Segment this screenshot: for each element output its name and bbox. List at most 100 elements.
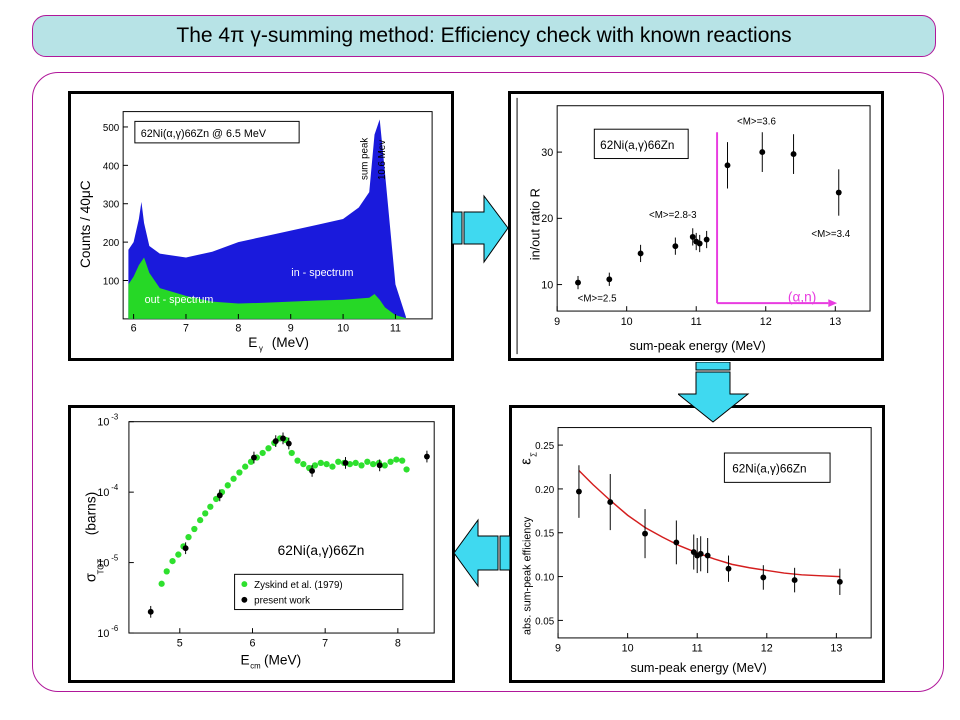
- efficiency-ytick-label: 0.20: [535, 485, 555, 496]
- ratio-point: [790, 151, 797, 158]
- ratio-ytick-label: 30: [541, 147, 553, 159]
- spectrum-chart: 6 7 8 9 10 11 100 200 300 400 500 62Ni(α,γ)66Zn @ …: [78, 111, 433, 353]
- spectrum-ytick-label: 100: [103, 276, 120, 287]
- ratio-point: [606, 276, 613, 283]
- ratio-annotation-m25: <M>=2.5: [578, 293, 617, 304]
- ratio-point: [637, 250, 644, 257]
- content-frame: [32, 72, 944, 692]
- efficiency-point: [607, 499, 614, 506]
- efficiency-ytick-label: 0.05: [535, 616, 555, 627]
- spectrum-ytick-label: 200: [103, 238, 120, 249]
- ratio-chart: 9 10 11 12 13 10 20 30 62Ni(a,γ)66Zn <M>=2.5 <M…: [516, 97, 871, 355]
- efficiency-point: [576, 488, 582, 495]
- cross-section-ylabel-unit: (barns): [84, 492, 99, 535]
- ratio-point: [703, 236, 710, 243]
- ratio-annotation-m28: <M>=2.8-3: [649, 210, 697, 221]
- ratio-point: [696, 240, 703, 247]
- arrow-left-icon: [453, 518, 510, 588]
- zyskind-point: [393, 456, 400, 463]
- alpha-n-threshold-label: (α,n): [788, 289, 816, 304]
- efficiency-ysymbol: ε: [519, 458, 535, 465]
- zyskind-point: [370, 460, 377, 468]
- spectrum-ytick-label: 500: [103, 123, 120, 134]
- zyskind-point: [175, 551, 182, 558]
- cross-section-ytick-exp: -6: [111, 624, 118, 633]
- ratio-legend-box: [593, 128, 689, 160]
- legend-label-present: present work: [254, 596, 310, 607]
- legend-marker-zyskind: [241, 581, 248, 588]
- in-spectrum-label: in - spectrum: [291, 267, 353, 279]
- efficiency-point: [697, 550, 704, 557]
- legend-marker-present: [241, 596, 248, 603]
- zyskind-point: [329, 463, 336, 470]
- spectrum-legend-box: [134, 120, 300, 144]
- spectrum-ytick-label: 400: [103, 161, 120, 172]
- ratio-panel: 9 10 11 12 13 10 20 30 62Ni(a,γ)66Zn <M>=2.5 <M…: [508, 91, 884, 361]
- cross-section-ytick-exp: -4: [111, 483, 119, 492]
- efficiency-chart: 9 10 11 12 13 0.05 0.10 0.15 0.20 0.25 62Ni(a,γ)6…: [519, 427, 872, 675]
- zyskind-point: [207, 503, 214, 510]
- zyskind-point: [247, 458, 255, 465]
- efficiency-legend: 62Ni(a,γ)66Zn: [732, 463, 806, 476]
- present-point: [272, 438, 279, 445]
- efficiency-ytick-label: 0.15: [535, 529, 555, 540]
- efficiency-point: [673, 539, 680, 546]
- zyskind-point: [265, 445, 272, 452]
- ratio-point: [672, 243, 679, 250]
- zyskind-point: [158, 580, 165, 587]
- zyskind-point: [169, 557, 176, 565]
- ratio-xtick-label: 13: [829, 316, 841, 328]
- cross-section-legend-box: [234, 573, 404, 611]
- spectrum-xtick-label: 6: [131, 323, 137, 335]
- efficiency-point: [704, 552, 711, 559]
- arrow-down-icon: [678, 362, 750, 423]
- cross-section-xtick-label: 6: [249, 638, 255, 650]
- cross-section-ytick-exp: -3: [111, 413, 118, 422]
- cross-section-xlabel-sub: cm: [250, 661, 260, 670]
- ratio-plot-frame: [556, 105, 871, 312]
- ratio-xtick-label: 11: [691, 316, 702, 328]
- legend-label-zyskind: Zyskind et al. (1979): [254, 580, 342, 591]
- out-spectrum-label: out - spectrum: [145, 294, 214, 306]
- spectrum-legend: 62Ni(α,γ)66Zn @ 6.5 MeV: [141, 128, 267, 140]
- zyskind-point: [294, 457, 301, 464]
- efficiency-point: [642, 530, 648, 537]
- ratio-xtick-label: 10: [621, 316, 633, 328]
- slide-title: The 4π γ-summing method: Efficiency chec…: [32, 15, 936, 57]
- cross-section-chart: 5 6 7 810-310-410-510-6 62Ni(a,γ)66Zn Zyski…: [84, 413, 435, 670]
- efficiency-point: [725, 565, 732, 572]
- arrow-right-icon: [452, 194, 509, 264]
- spectrum-ytick-label: 300: [103, 200, 120, 211]
- efficiency-xtick-label: 13: [830, 643, 842, 655]
- zyskind-point: [403, 466, 410, 473]
- present-point: [182, 545, 189, 552]
- efficiency-fit-curve: [578, 470, 840, 578]
- zyskind-point: [224, 482, 231, 489]
- efficiency-legend-box: [723, 452, 831, 483]
- present-point: [147, 608, 154, 615]
- sum-peak-energy-label: 10.6 Mev: [377, 140, 388, 180]
- spectrum-xtick-label: 8: [235, 323, 241, 335]
- zyskind-point: [197, 517, 204, 524]
- zyskind-point: [399, 457, 406, 464]
- present-point: [423, 453, 430, 460]
- efficiency-ylabel: abs. sum-peak efficiency: [522, 516, 534, 635]
- spectrum-panel: 6 7 8 9 10 11 100 200 300 400 500 62Ni(α,γ)66Zn @ …: [68, 91, 454, 361]
- ratio-point: [759, 149, 766, 156]
- spectrum-xlabel-unit: (MeV): [272, 335, 309, 350]
- zyskind-point: [352, 459, 359, 467]
- efficiency-point: [760, 574, 767, 581]
- cross-section-xtick-label: 5: [177, 638, 183, 650]
- ratio-xtick-label: 9: [554, 316, 560, 328]
- efficiency-xtick-label: 11: [692, 643, 703, 655]
- cross-section-xtick-label: 7: [322, 638, 328, 650]
- cross-section-plot-frame: [128, 421, 435, 634]
- zyskind-point: [230, 475, 237, 482]
- zyskind-point: [364, 458, 371, 465]
- cross-section-ylabel: σ: [84, 573, 100, 582]
- zyskind-point: [202, 510, 209, 517]
- cross-section-xlabel: E: [240, 652, 249, 667]
- efficiency-panel: 9 10 11 12 13 0.05 0.10 0.15 0.20 0.25 62Ni(a,γ)6…: [509, 405, 885, 683]
- cross-section-panel: 5 6 7 8 10 -3 10 -4 10 -5 10 -6 62Ni(a,γ)66Zn Zyski…: [68, 405, 455, 683]
- zyskind-point: [259, 449, 266, 457]
